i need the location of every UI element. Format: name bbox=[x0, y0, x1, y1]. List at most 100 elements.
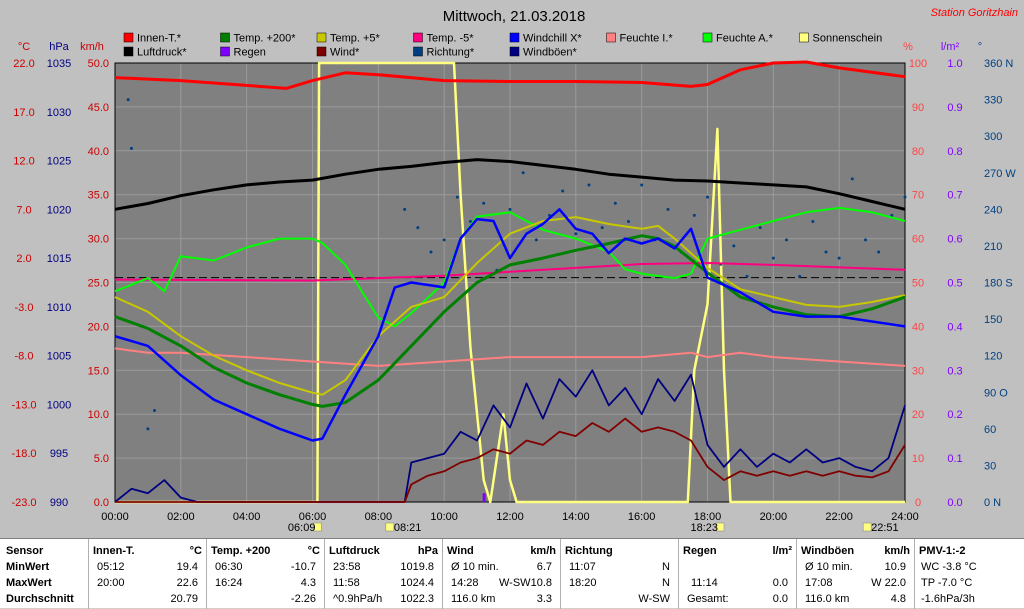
pressure-tick-label: 1035 bbox=[47, 58, 71, 70]
right-axes: 10090807060504030201001.00.90.80.70.60.5… bbox=[909, 58, 1017, 509]
richtung-point bbox=[574, 232, 578, 236]
max-time: 16:24 bbox=[215, 577, 243, 589]
wind-day-avg: 3.3 bbox=[536, 593, 552, 605]
pressure-tick-label: 1000 bbox=[47, 399, 71, 411]
rain-tick-label: 0.6 bbox=[947, 234, 962, 246]
richtung-point bbox=[627, 220, 630, 224]
temp-tick-label: 12.0 bbox=[13, 156, 34, 168]
dir-tick-label: 180 S bbox=[984, 278, 1013, 290]
legend-label: Sonnenschein bbox=[813, 33, 883, 45]
col-header: Richtung bbox=[565, 545, 613, 557]
series-line-windchill-x bbox=[114, 208, 906, 442]
rain-time: 11:14 bbox=[691, 577, 718, 589]
legend-swatch bbox=[123, 46, 134, 57]
series-line-temp-200 bbox=[114, 234, 906, 408]
stats-col-regen: Regen l/m² 11:14 0.0 Gesamt: 0.0 bbox=[678, 539, 796, 609]
richtung-point bbox=[129, 146, 133, 150]
dir-tick-label: 300 bbox=[984, 131, 1002, 143]
richtung-point bbox=[126, 98, 130, 102]
min-time: 05:12 bbox=[97, 561, 125, 573]
rain-tick-label: 0.8 bbox=[947, 146, 962, 158]
temp-tick-label: 17.0 bbox=[13, 107, 34, 119]
sun-marks: 06:09 08:21 18:23 22:51 bbox=[288, 522, 899, 534]
rain-tick-label: 0.0 bbox=[947, 497, 962, 509]
time-tick-label: 18:00 bbox=[694, 511, 722, 523]
col-header: Wind bbox=[447, 545, 474, 557]
legend-label: Regen bbox=[234, 47, 266, 59]
speed-tick-label: 45.0 bbox=[88, 102, 109, 114]
gust-max-value: W 22.0 bbox=[871, 577, 906, 589]
speed-tick-label: 35.0 bbox=[88, 190, 109, 202]
col-header: PMV-1:-2 bbox=[919, 545, 966, 557]
richtung-point bbox=[877, 250, 881, 254]
speed-tick-label: 30.0 bbox=[88, 234, 109, 246]
temp-axis-unit: °C bbox=[18, 41, 30, 53]
dir-time-1: 11:07 bbox=[569, 561, 596, 573]
temp-tick-label: -23.0 bbox=[11, 497, 36, 509]
wind-avg-value: 6.7 bbox=[536, 561, 552, 573]
time-tick-label: 02:00 bbox=[167, 511, 195, 523]
pressure-tick-label: 1015 bbox=[47, 253, 71, 265]
dir-tick-label: 30 bbox=[984, 460, 996, 472]
richtung-point bbox=[521, 171, 525, 175]
rain-bar bbox=[482, 493, 486, 502]
stats-panel: Sensor MinWert MaxWert Durchschnitt Inne… bbox=[0, 538, 1024, 609]
series-line-sonnenschein bbox=[115, 61, 905, 504]
sun-mark-label: 18:23 bbox=[690, 522, 718, 534]
legend-swatch bbox=[413, 46, 423, 57]
temp-tick-label: -18.0 bbox=[11, 448, 36, 460]
richtung-point bbox=[785, 238, 788, 242]
legend-swatch bbox=[316, 32, 327, 43]
time-tick-label: 20:00 bbox=[760, 511, 788, 523]
legend-swatch bbox=[606, 32, 616, 43]
legend-swatch bbox=[509, 32, 520, 43]
avg-value: -2.26 bbox=[290, 593, 316, 605]
legend-label: Wind* bbox=[330, 47, 360, 59]
speed-tick-label: 50.0 bbox=[88, 58, 109, 70]
richtung-point bbox=[864, 238, 867, 242]
sun-mark-icon bbox=[385, 522, 395, 532]
pressure-tick-label: 990 bbox=[50, 497, 68, 509]
series-line-luftdruck bbox=[114, 158, 906, 211]
sun-mark-icon bbox=[313, 522, 322, 532]
min-label: MinWert bbox=[6, 561, 50, 573]
min-time: 23:58 bbox=[333, 561, 361, 573]
richtung-point bbox=[561, 189, 565, 193]
speed-axis-unit: km/h bbox=[80, 41, 104, 53]
percent-tick-label: 70 bbox=[912, 190, 924, 202]
temp-tick-label: -3.0 bbox=[15, 302, 34, 314]
time-tick-label: 08:00 bbox=[365, 511, 393, 523]
percent-tick-label: 30 bbox=[912, 365, 924, 377]
windchill-value: WC -3.8 °C bbox=[921, 561, 977, 573]
percent-tick-label: 90 bbox=[912, 102, 924, 114]
richtung-point bbox=[706, 195, 709, 199]
col-unit: °C bbox=[189, 545, 202, 557]
time-tick-label: 16:00 bbox=[628, 511, 656, 523]
stats-col-windboeen: Windböen km/h Ø 10 min. 10.9 17:08 W 22.0… bbox=[796, 539, 914, 609]
speed-tick-label: 15.0 bbox=[88, 365, 109, 377]
pressure-tick-label: 1010 bbox=[47, 302, 71, 314]
rain-max: 0.0 bbox=[772, 577, 788, 589]
richtung-point bbox=[146, 427, 150, 431]
avg-value: 20.79 bbox=[170, 593, 198, 605]
legend-swatch bbox=[220, 32, 230, 43]
dir-tick-label: 360 N bbox=[984, 58, 1013, 70]
richtung-point bbox=[482, 201, 486, 205]
col-unit: km/h bbox=[884, 545, 910, 557]
richtung-point bbox=[153, 409, 156, 413]
series-line-innen-t bbox=[114, 60, 906, 90]
richtung-point bbox=[469, 220, 472, 224]
gust-day-avg: 4.8 bbox=[890, 593, 906, 605]
legend-swatch bbox=[799, 32, 809, 43]
wind-max-value: 10.8 bbox=[530, 577, 552, 589]
time-tick-label: 04:00 bbox=[233, 511, 261, 523]
richtung-point bbox=[600, 226, 604, 230]
percent-tick-label: 10 bbox=[912, 453, 924, 465]
richtung-point bbox=[442, 238, 446, 242]
richtung-point bbox=[587, 183, 591, 187]
richtung-point bbox=[811, 220, 815, 224]
richtung-point bbox=[850, 177, 854, 181]
dir-time-2: 18:20 bbox=[569, 577, 597, 589]
pressure-tick-label: 1030 bbox=[47, 107, 71, 119]
stats-col-temp-200: Temp. +200 °C 06:30 -10.7 16:24 4.3 -2.26 bbox=[206, 539, 324, 609]
